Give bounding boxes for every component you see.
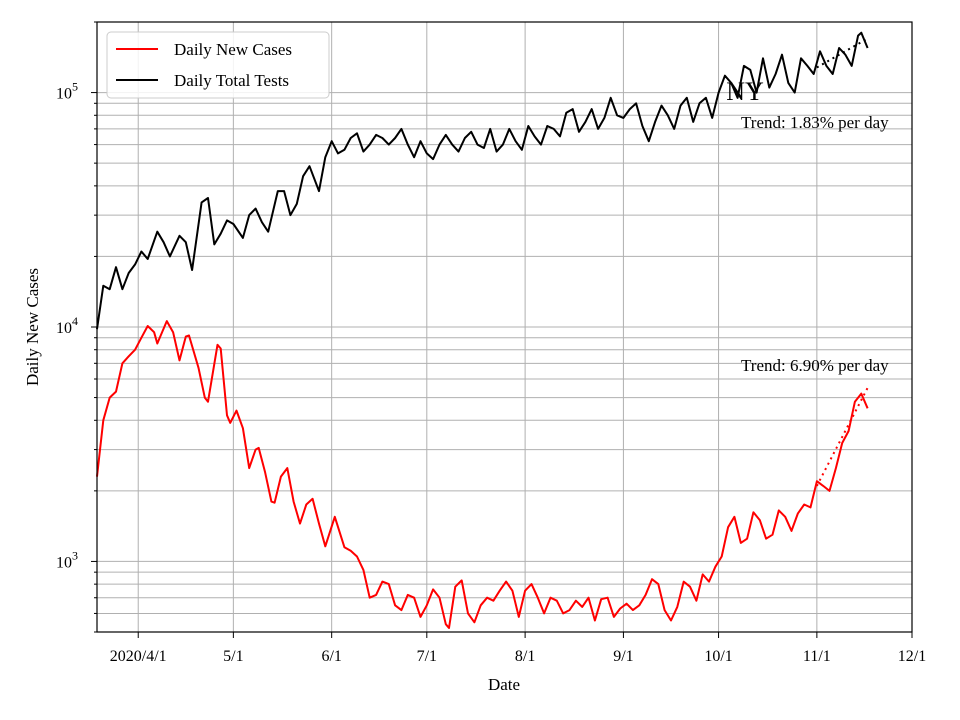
x-tick-label: 10/1 [704, 648, 732, 665]
x-tick-label: 6/1 [321, 648, 341, 665]
trend-label-cases: Trend: 6.90% per day [741, 356, 889, 375]
legend-label-cases: Daily New Cases [174, 40, 292, 59]
trend-label-tests: Trend: 1.83% per day [741, 113, 889, 132]
x-tick-label: 2020/4/1 [110, 648, 167, 665]
legend-label-tests: Daily Total Tests [174, 71, 289, 90]
y-axis: 103 104 105 [56, 21, 97, 633]
legend-box [106, 31, 330, 99]
x-tick-label: 5/1 [223, 648, 243, 665]
x-tick-label: 12/1 [898, 648, 926, 665]
y-tick-label: 103 [56, 548, 78, 571]
x-axis: 2020/4/1 5/1 6/1 7/1 8/1 9/1 10/1 11/1 12/1 [110, 632, 926, 665]
x-tick-label: 11/1 [803, 648, 831, 665]
series-layer [96, 31, 869, 629]
x-tick-label: 7/1 [417, 648, 437, 665]
y-tick-label: 104 [56, 314, 78, 337]
chart-title: NY [726, 77, 764, 106]
trend-line-cases [815, 387, 869, 487]
y-tick-label: 105 [56, 80, 78, 103]
trend-layer [815, 37, 869, 487]
series-line-daily-new-cases [96, 320, 869, 629]
x-tick-label: 8/1 [515, 648, 535, 665]
x-tick-label: 9/1 [613, 648, 633, 665]
legend: Daily New Cases Daily Total Tests [106, 31, 330, 99]
y-axis-label: Daily New Cases [23, 268, 42, 386]
series-line-daily-total-tests [96, 31, 869, 330]
trend-line-tests [816, 37, 869, 69]
x-axis-label: Date [488, 675, 520, 694]
